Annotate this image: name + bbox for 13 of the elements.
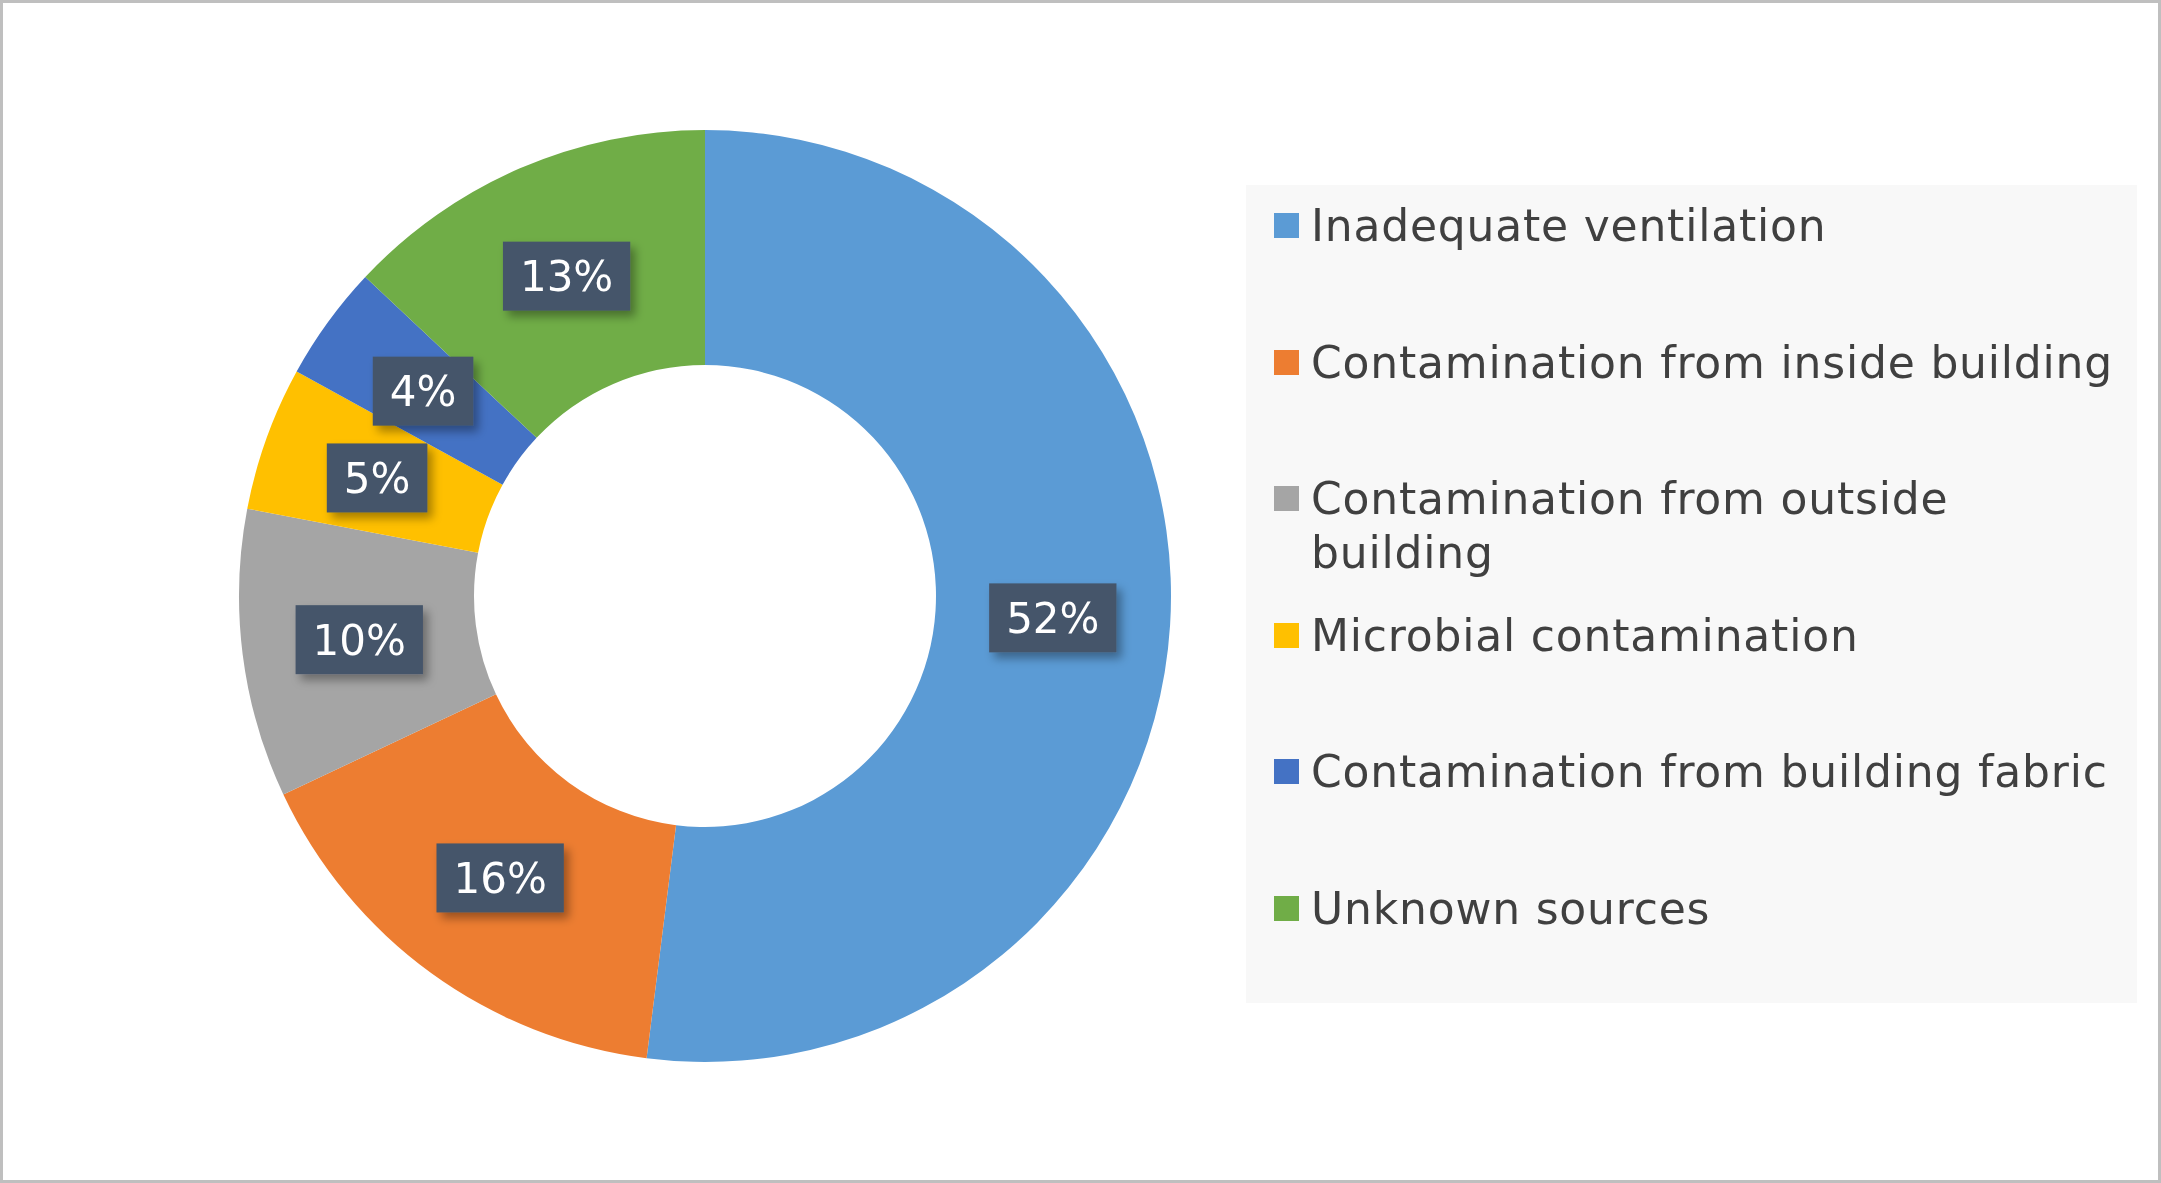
donut-slice — [646, 130, 1171, 1062]
data-label: 4% — [389, 367, 457, 417]
legend-label: Microbial contamination — [1311, 608, 1860, 663]
data-label: 13% — [519, 252, 614, 302]
legend-label: Inadequate ventilation — [1311, 199, 1828, 253]
legend-label: Contamination from building fabric — [1311, 745, 2109, 800]
legend-label: Contamination from outside building — [1311, 472, 1950, 581]
data-label: 5% — [343, 454, 411, 504]
legend-label: Unknown sources — [1311, 882, 1712, 936]
data-label: 52% — [1006, 594, 1100, 643]
data-label: 16% — [453, 854, 547, 904]
legend-label: Contamination from inside building — [1311, 335, 2114, 390]
data-label: 10% — [312, 615, 406, 665]
